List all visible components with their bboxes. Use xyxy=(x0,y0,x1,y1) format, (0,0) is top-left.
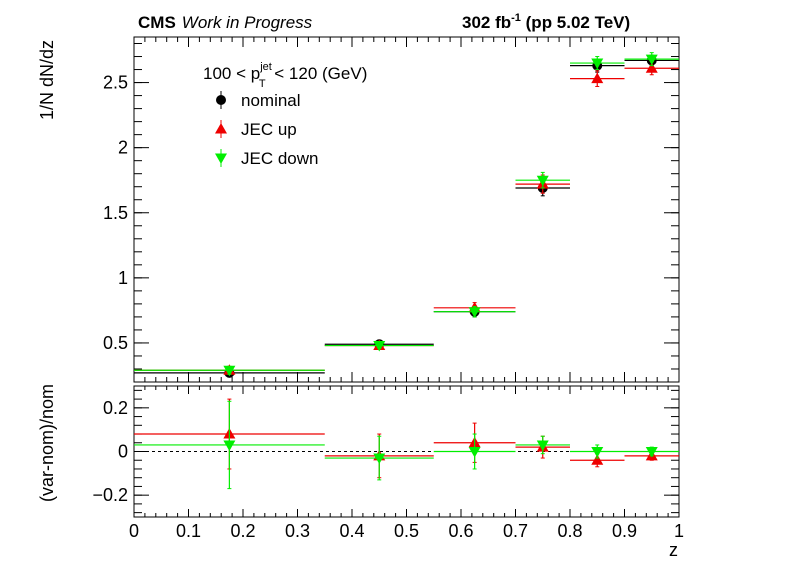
x-tick-label: 0.5 xyxy=(394,521,419,541)
x-tick-label: 0.2 xyxy=(230,521,255,541)
top-series-jec-up xyxy=(134,61,679,375)
luminosity-label: 302 fb-1 (pp 5.02 TeV) xyxy=(462,12,630,32)
experiment-label: CMS xyxy=(138,13,176,32)
data-point xyxy=(536,175,549,187)
x-tick-label: 0.1 xyxy=(176,521,201,541)
top-y-tick-label: 1 xyxy=(118,268,128,288)
top-y-tick-label: 2 xyxy=(118,138,128,158)
x-tick-label: 0.8 xyxy=(557,521,582,541)
bottom-series-jec-up xyxy=(134,398,679,479)
bottom-y-tick-label: 0 xyxy=(118,442,128,462)
data-point xyxy=(591,454,604,465)
data-point xyxy=(468,307,481,318)
legend-label-jec-up: JEC up xyxy=(241,120,297,139)
data-point xyxy=(645,447,658,458)
data-point xyxy=(536,440,549,451)
top-panel-frame xyxy=(133,36,680,383)
top-y-axis-title: 1/N dN/dz xyxy=(37,40,57,120)
x-tick-label: 0.4 xyxy=(339,521,364,541)
legend-marker-jec-up xyxy=(215,123,227,134)
top-series-nominal xyxy=(134,54,679,378)
bottom-y-axis-title: (var-nom)/nom xyxy=(37,384,57,502)
lumi-value: 302 fb xyxy=(462,13,511,32)
top-y-tick-label: 1.5 xyxy=(103,203,128,223)
lumi-exponent: -1 xyxy=(511,12,521,24)
x-tick-label: 0.6 xyxy=(448,521,473,541)
data-point xyxy=(645,62,658,73)
x-tick-label: 0.3 xyxy=(285,521,310,541)
bottom-y-tick-label: 0.2 xyxy=(103,398,128,418)
legend-label-nominal: nominal xyxy=(241,91,301,110)
x-tick-label: 0.7 xyxy=(503,521,528,541)
top-y-tick-label: 0.5 xyxy=(103,333,128,353)
bottom-y-tick-label: −0.2 xyxy=(92,485,128,505)
legend-title-sub: T xyxy=(259,78,266,90)
data-point xyxy=(223,365,236,377)
legend-marker-jec-down xyxy=(215,153,227,164)
data-point xyxy=(591,447,604,458)
legend-title-suffix: < 120 (GeV) xyxy=(270,64,368,83)
x-tick-label: 1 xyxy=(674,521,684,541)
legend-title-prefix: 100 < p xyxy=(203,64,260,83)
legend-marker-nominal xyxy=(216,95,226,105)
top-series-jec-down xyxy=(134,52,679,377)
top-y-tick-label: 2.5 xyxy=(103,73,128,93)
data-point xyxy=(223,440,236,451)
x-tick-label: 0.9 xyxy=(612,521,637,541)
data-point xyxy=(591,72,604,84)
x-axis-title: z xyxy=(669,540,678,560)
x-tick-label: 0 xyxy=(129,521,139,541)
bottom-series-jec-down xyxy=(134,400,679,490)
plot-layer: 0.511.522.5−0.200.20 0.1 0.2 0.3 0.4 0.5 0.6 0.… xyxy=(92,36,684,541)
legend-label-jec-down: JEC down xyxy=(241,149,318,168)
status-label: Work in Progress xyxy=(182,13,313,32)
legend-title: 100 < pjet T < 120 (GeV) xyxy=(203,61,367,90)
legend-title-sup: jet xyxy=(259,61,272,73)
data-point xyxy=(468,447,481,458)
data-point xyxy=(591,58,604,70)
data-point xyxy=(373,341,386,352)
data-point xyxy=(645,54,658,66)
data-point xyxy=(373,453,386,465)
lumi-rest: (pp 5.02 TeV) xyxy=(521,13,630,32)
